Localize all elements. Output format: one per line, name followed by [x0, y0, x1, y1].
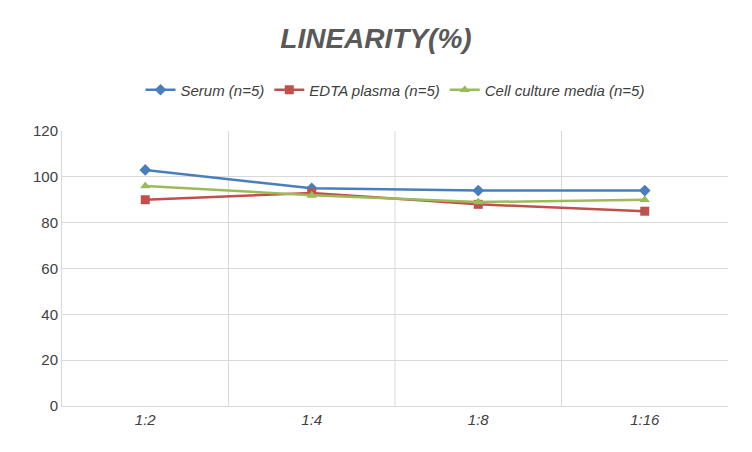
- svg-text:1:4: 1:4: [301, 411, 322, 428]
- svg-text:EDTA plasma (n=5): EDTA plasma (n=5): [309, 82, 439, 99]
- svg-text:80: 80: [41, 214, 58, 231]
- svg-text:1:2: 1:2: [135, 411, 157, 428]
- svg-text:0: 0: [50, 397, 58, 414]
- svg-text:20: 20: [41, 351, 58, 368]
- svg-text:100: 100: [33, 168, 58, 185]
- svg-text:Cell culture media (n=5): Cell culture media (n=5): [485, 82, 645, 99]
- svg-text:1:16: 1:16: [630, 411, 660, 428]
- svg-text:1:8: 1:8: [468, 411, 490, 428]
- svg-text:Serum (n=5): Serum (n=5): [181, 82, 265, 99]
- svg-text:120: 120: [33, 122, 58, 139]
- svg-text:LINEARITY(%): LINEARITY(%): [280, 23, 471, 54]
- svg-text:60: 60: [41, 260, 58, 277]
- svg-text:40: 40: [41, 306, 58, 323]
